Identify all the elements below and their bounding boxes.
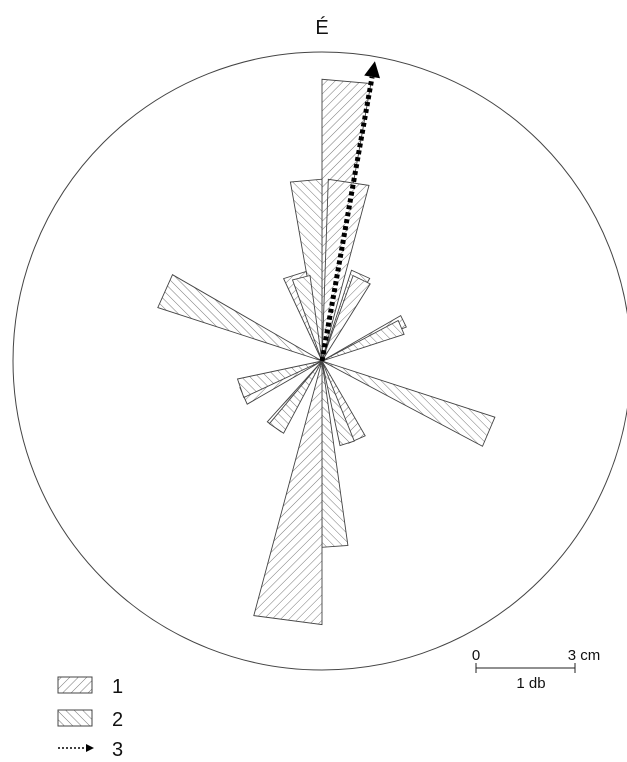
legend-label-1: 1 (112, 676, 123, 698)
legend-swatch-1 (58, 677, 92, 693)
legend: 1 2 3 (58, 676, 123, 761)
petals (158, 79, 495, 624)
mean-direction-arrowhead (364, 61, 380, 78)
legend-label-2: 2 (112, 709, 123, 731)
legend-swatch-2 (58, 710, 92, 726)
scale-bar-unit-label: 1 db (516, 675, 545, 692)
scale-bar-end-label: 3 cm (568, 647, 601, 664)
scale-bar-start-label: 0 (472, 647, 480, 664)
legend-swatch-3-arrowhead (86, 744, 94, 752)
scale-bar: 0 3 cm 1 db (472, 647, 600, 692)
legend-label-3: 3 (112, 739, 123, 761)
north-label: É (315, 16, 328, 39)
